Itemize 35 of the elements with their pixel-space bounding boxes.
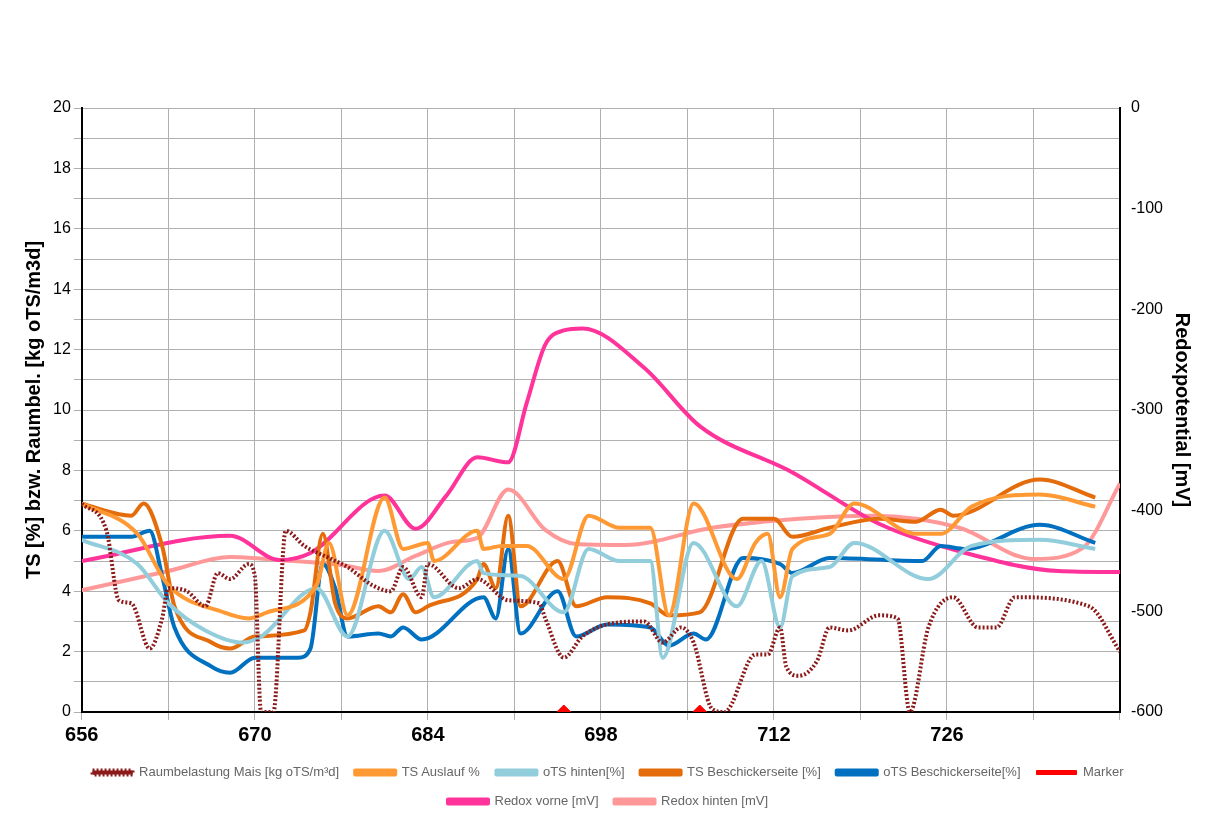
y-tick-label: 10 [53,400,71,418]
y-tick-label: 4 [61,581,71,599]
y-tick-label: 0 [61,702,71,720]
y2-tick-label: -300 [1130,400,1164,418]
y-axis-title: TS [%] bzw. Raumbel. [kg oTS/m3d] [21,240,44,580]
y2-tick-label: -400 [1130,501,1164,519]
x-tick-label: 684 [411,722,446,745]
y2-tick-label: -500 [1130,601,1164,619]
x-tick-label: 656 [65,722,99,745]
legend-label: oTS hinten[%] [542,764,625,780]
legend-label: TS Beschickerseite [%] [687,764,821,780]
y2-tick-label: -600 [1130,702,1164,720]
y-tick-label: 12 [53,340,71,358]
legend-label: Redox vorne [mV] [494,793,599,809]
y-tick-label: 18 [53,158,71,176]
x-tick-label: 698 [584,722,618,745]
y-tick-label: 2 [61,642,71,660]
y2-axis-title: Redoxpotential [mV] [1172,312,1195,508]
y-tick-label: 16 [53,219,71,237]
y-tick-label: 14 [53,279,71,297]
legend-label: Redox hinten [mV] [661,793,768,809]
legend-label: oTS Beschickerseite[%] [883,764,1021,780]
y-tick-label: 8 [61,460,71,478]
y2-tick-label: 0 [1130,98,1140,116]
legend-label: Marker [1083,764,1125,780]
x-tick-label: 670 [238,722,272,745]
x-tick-label: 712 [757,722,791,745]
y2-tick-label: -100 [1130,199,1164,217]
line-series [81,492,1098,621]
y2-tick-label: -200 [1130,299,1164,317]
legend-label: TS Auslauf % [401,764,481,780]
x-tick-label: 726 [930,722,964,745]
y-tick-label: 20 [53,98,71,116]
legend-label: Raumbelastung Mais [kg oTS/m³d] [139,764,340,780]
y-tick-label: 6 [61,521,71,539]
